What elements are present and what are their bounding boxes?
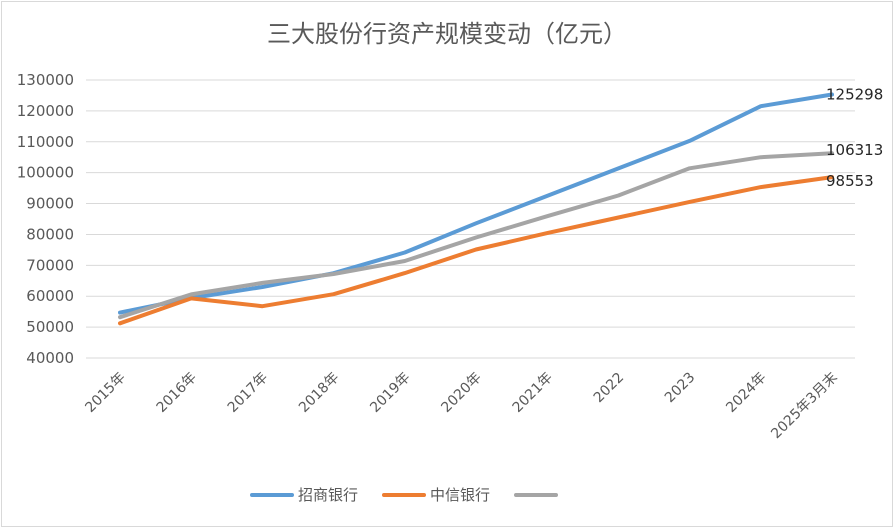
x-tick-label: 2017年	[225, 370, 271, 416]
x-tick-label: 2024年	[723, 370, 769, 416]
chart-title: 三大股份行资产规模变动（亿元）	[267, 20, 627, 48]
gridlines	[86, 79, 855, 359]
x-axis: 2015年 2016年 2017年 2018年 2019年 2020年 2021年 2022 2…	[82, 370, 840, 443]
y-axis: 40000 50000 60000 70000 80000 90000 100000 1100…	[17, 71, 74, 367]
x-tick-label: 2016年	[154, 370, 200, 416]
x-tick-label: 2015年	[82, 370, 128, 416]
legend-label-0: 招商银行	[298, 486, 358, 504]
y-tick-label: 40000	[26, 349, 74, 367]
y-tick-label: 130000	[17, 71, 74, 89]
x-tick-label: 2022	[591, 370, 628, 407]
y-tick-label: 110000	[17, 133, 74, 151]
y-tick-label: 120000	[17, 102, 74, 120]
series-line-1	[118, 175, 834, 326]
data-label-0: 125298	[826, 86, 883, 104]
y-tick-label: 60000	[26, 287, 74, 305]
series-lines	[118, 92, 834, 326]
x-tick-label: 2023	[662, 370, 699, 407]
data-labels: 125298 98553 106313	[826, 86, 883, 191]
x-tick-label: 2025年3月末	[768, 370, 841, 443]
x-tick-label: 2020年	[438, 370, 484, 416]
x-tick-label: 2021年	[510, 370, 556, 416]
data-label-1: 98553	[826, 172, 874, 190]
series-line-0	[118, 92, 834, 315]
y-tick-label: 100000	[17, 164, 74, 182]
legend: 招商银行 中信银行	[250, 486, 558, 504]
y-tick-label: 50000	[26, 318, 74, 336]
series-line-2	[118, 151, 834, 320]
x-tick-label: 2019年	[367, 370, 413, 416]
x-tick-label: 2018年	[296, 370, 342, 416]
y-tick-label: 70000	[26, 256, 74, 274]
data-label-2: 106313	[826, 141, 883, 159]
y-tick-label: 80000	[26, 225, 74, 243]
y-tick-label: 90000	[26, 195, 74, 213]
legend-label-1: 中信银行	[430, 486, 490, 504]
